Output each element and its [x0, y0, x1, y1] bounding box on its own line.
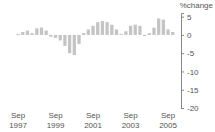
bar — [59, 35, 62, 40]
bar — [124, 31, 127, 35]
bar — [129, 26, 132, 35]
bar — [171, 32, 174, 35]
y-tick: 5 — [181, 13, 192, 22]
bar — [40, 28, 43, 35]
y-tick: -15 — [181, 86, 199, 95]
bar — [148, 33, 151, 35]
y-axis-line — [182, 14, 185, 109]
bar — [120, 34, 123, 35]
bar — [68, 35, 71, 53]
x-tick-label: Sep2005 — [159, 111, 177, 130]
bar — [82, 33, 85, 35]
y-tick-mark — [181, 108, 184, 109]
y-tick-label: -10 — [187, 68, 199, 77]
x-tick-label: Sep2001 — [84, 111, 102, 130]
x-tick-label: Sep1999 — [47, 111, 65, 130]
bar — [21, 32, 24, 35]
bar — [77, 35, 80, 44]
bar — [162, 20, 165, 35]
y-tick-label: -15 — [187, 86, 199, 95]
bar — [96, 22, 99, 35]
bar — [138, 26, 141, 35]
bar — [35, 28, 38, 35]
y-tick: 0 — [181, 31, 192, 40]
bar — [91, 26, 94, 35]
y-tick: -20 — [181, 104, 199, 113]
bar — [152, 28, 155, 35]
y-tick-mark — [181, 17, 184, 18]
bar — [73, 35, 76, 55]
bar — [30, 33, 33, 35]
bars — [16, 18, 174, 55]
bar — [54, 35, 57, 38]
x-tick-label: Sep2003 — [122, 111, 140, 130]
y-axis-title: %change — [180, 1, 214, 10]
x-tick-label: Sep1997 — [9, 111, 27, 130]
bar — [134, 25, 137, 35]
y-tick-label: 0 — [187, 31, 192, 40]
bar — [101, 21, 104, 35]
y-tick: -10 — [181, 68, 199, 77]
bar — [115, 29, 118, 34]
bar — [16, 34, 19, 35]
y-tick-mark — [181, 35, 184, 36]
y-tick-label: -20 — [187, 104, 199, 113]
y-tick-mark — [181, 71, 184, 72]
x-axis: Sep1997 Sep1999 Sep2001 Sep2003 Sep2005 — [9, 111, 177, 130]
bar — [166, 29, 169, 34]
bar — [45, 31, 48, 35]
y-axis: 5 0 -5 -10 -15 -20 — [181, 13, 199, 113]
y-tick-label: -5 — [187, 49, 195, 58]
bar — [63, 35, 66, 46]
y-tick-label: 5 — [187, 13, 192, 22]
bar — [26, 31, 29, 35]
bar — [110, 25, 113, 35]
bar — [87, 29, 90, 34]
bar — [143, 35, 146, 36]
y-tick-mark — [181, 53, 184, 54]
y-tick: -5 — [181, 49, 195, 58]
y-tick-mark — [181, 90, 184, 91]
chart: 5 0 -5 -10 -15 -20 Sep1997 Sep1999 Sep2001 Sep200… — [0, 0, 215, 132]
bar — [157, 18, 160, 34]
bar — [49, 35, 52, 37]
bar — [105, 22, 108, 35]
